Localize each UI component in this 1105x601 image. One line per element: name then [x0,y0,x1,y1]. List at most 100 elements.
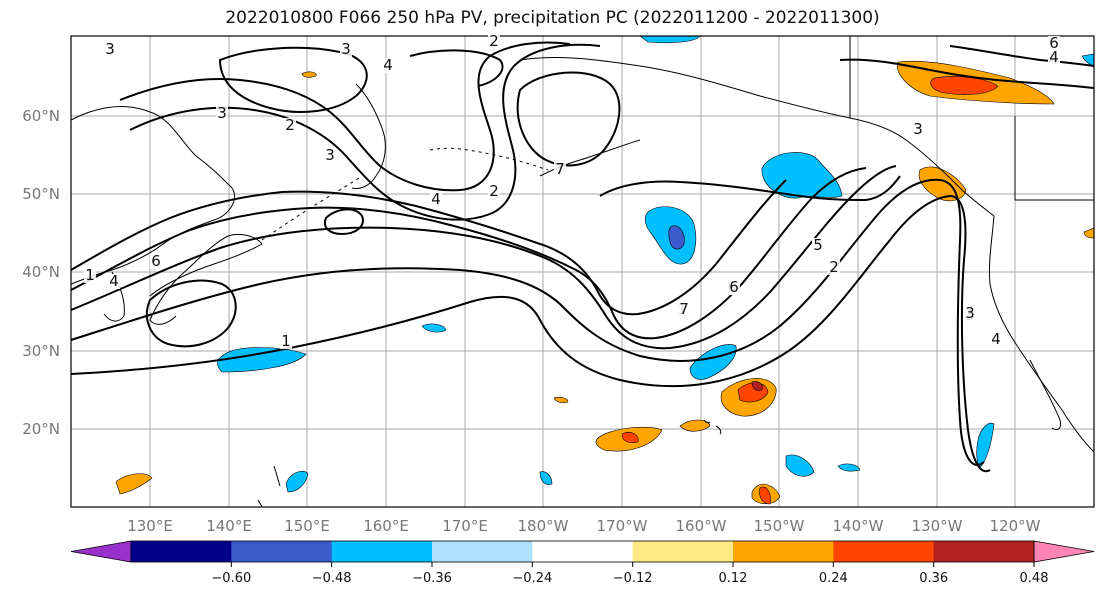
pv-contour-label: 3 [913,120,923,138]
pv-label-bg [108,274,120,289]
pv-label-bg [828,260,840,275]
precip-positive-south-w-core [621,432,639,444]
lon-label-130w: 130°W [912,517,963,535]
border-canada [849,36,1094,201]
pv-label-bg [216,106,228,121]
colorbar-bin [432,541,533,562]
longitude-axis: 130°E 140°E 150°E 160°E 170°E 180°W 170°… [127,517,1040,535]
pv-contour-label: 7 [679,300,689,318]
pv-contour-label: 5 [813,236,823,254]
colorbar-extend-low [70,540,132,563]
lon-label-170e: 170°E [442,517,488,535]
precip-positive-bc [918,166,967,202]
colorbar-bin [331,541,433,562]
precip-positive-hawaii-east-max [751,381,763,391]
coast-hawaii [703,419,722,435]
colorbar-bin [231,541,333,562]
pv-label-bg [554,162,566,177]
colorbar-tick-label: −0.36 [412,571,452,586]
pv-contour-2 [70,178,985,466]
precip-negative-south1 [285,471,309,493]
pv-contour-1 [70,194,991,473]
precip-negative-west [217,347,307,373]
coast-baja [1029,359,1061,431]
lon-label-140w: 140°W [833,517,884,535]
pv-contour-north-1 [119,41,571,192]
map-title: 2022010800 F066 250 hPa PV, precipitatio… [225,8,880,28]
lon-label-120w: 120°W [990,517,1041,535]
pv-contour-east-2 [949,45,1095,67]
colorbar-tick-label: −0.60 [211,571,251,586]
pv-contour-label: 4 [991,330,1001,348]
colorbar-frame [130,540,1035,563]
pv-contour-label: 4 [383,56,393,74]
lat-label-30n: 30°N [22,342,60,360]
precip-negative-south2 [785,454,815,477]
precip-negative-gulf [761,152,843,199]
lon-label-180w: 180°W [518,517,569,535]
lon-label-130e: 130°E [127,517,173,535]
lon-label-150e: 150°E [284,517,330,535]
colorbar-tick-label: 0.12 [719,571,748,586]
pv-contours [70,41,1095,473]
pv-contour-label: 6 [729,278,739,296]
pv-contour-label: 1 [281,332,291,350]
precip-positive-west-corner [115,473,153,495]
pv-contour-label: 2 [489,182,499,200]
pv-label-bg [340,42,352,57]
precip-negative-south3 [539,471,553,485]
pv-contour-east-1 [839,58,1095,89]
pv-contour-north-2 [129,43,601,221]
precip-positive-small1 [301,71,317,78]
colorbar-bin [733,541,834,562]
pv-label-bg [1048,36,1060,51]
pv-contour-label: 3 [325,146,335,164]
pv-label-bg [812,238,824,253]
lon-label-160w: 160°W [676,517,727,535]
colorbar-tick-label: −0.48 [312,571,352,586]
pv-label-bg [488,184,500,199]
lon-label-170w: 170°W [597,517,648,535]
precip-positive-south-mid [679,419,711,432]
pv-label-bg [1048,50,1060,65]
pv-label-bg [728,280,740,295]
pv-contour-label: 4 [1049,48,1059,66]
coast-japan [149,233,263,325]
pv-label-bg [488,34,500,49]
pv-label-bg [284,118,296,133]
map-panel [70,35,1095,508]
pv-label-bg [150,254,162,269]
colorbar-bin [833,541,935,562]
pv-contour-label: 2 [829,258,839,276]
pv-label-bg [964,306,976,321]
pv-label-bg [324,148,336,163]
pv-contour-4 [70,167,867,340]
colorbar-tick-label: −0.24 [512,571,552,586]
pv-contour-label: 3 [217,104,227,122]
pv-label-bg [382,58,394,73]
precipitation-shading [115,35,1095,505]
colorbar-tick-label: 0.24 [819,571,848,586]
pv-label-bg [84,268,96,283]
pv-contour-5 [70,179,787,316]
precip-positive-small2 [553,396,569,404]
lon-label-150w: 150°W [754,517,805,535]
colorbar-bin [933,541,1035,562]
colorbar-bin [532,541,634,562]
lon-label-160e: 160°E [363,517,409,535]
pv-contour-sw-loop [145,279,237,348]
colorbar-bin [131,541,232,562]
lat-label-50n: 50°N [22,185,60,203]
pv-contour-label: 4 [431,190,441,208]
pv-label-bg [280,334,292,349]
pv-contour-label: 6 [1049,34,1059,52]
lat-label-40n: 40°N [22,263,60,281]
precip-negative-east-coast [976,422,995,469]
pv-contour-label: 6 [151,252,161,270]
coast-na-west [988,215,1095,453]
pv-label-bg [678,302,690,317]
lat-label-60n: 60°N [22,107,60,125]
colorbar-tick-label: 0.48 [1020,571,1049,586]
precip-negative-south4 [837,463,861,472]
